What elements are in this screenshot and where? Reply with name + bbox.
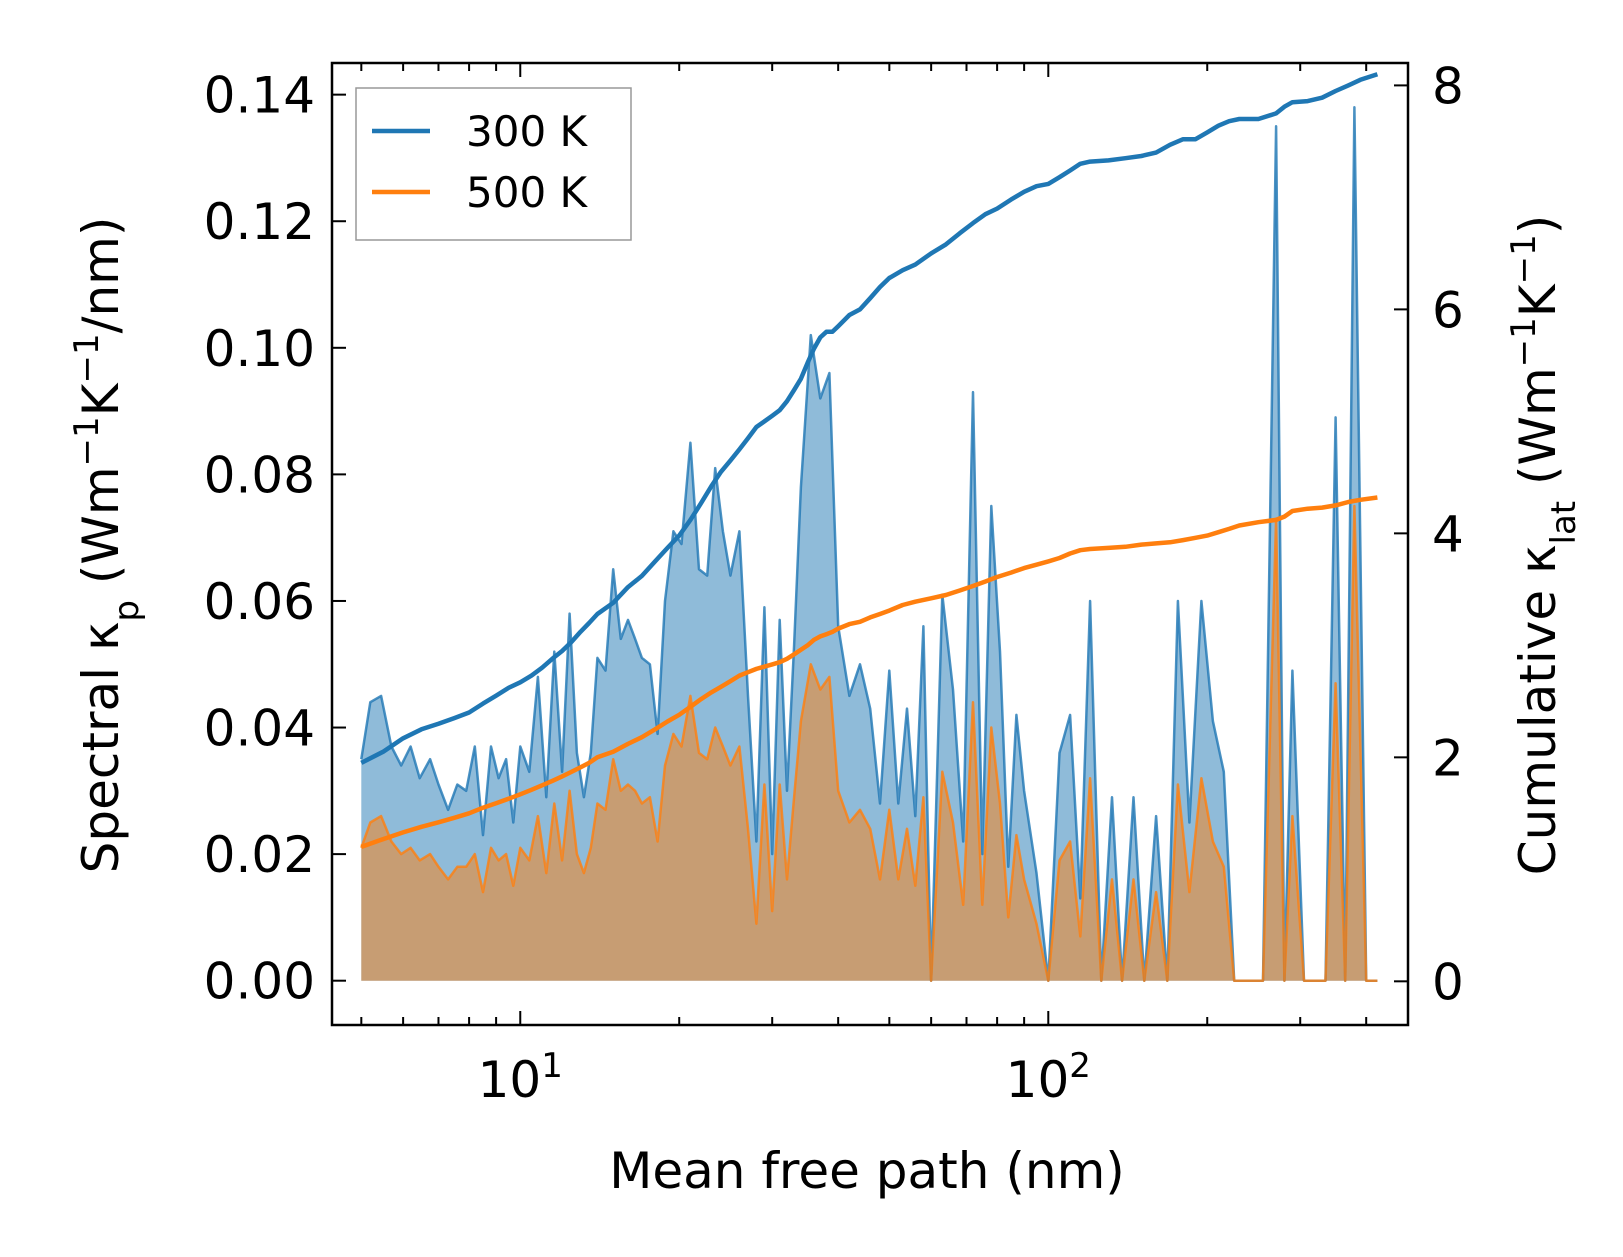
plot-frame <box>330 61 1410 1027</box>
y-left-tick-label: 0.10 <box>204 320 315 378</box>
legend-label-500k: 500 K <box>466 168 589 217</box>
legend-box <box>355 87 632 241</box>
spectral-line-group <box>360 106 1378 982</box>
y-axis-right-label: Cumulative κlat (Wm−1K−1) <box>1504 215 1584 875</box>
y-axis-left-label: Spectral κp (Wm−1K−1/nm) <box>67 217 147 874</box>
y-left-tick-label: 0.00 <box>204 953 315 1011</box>
legend-label-300k: 300 K <box>466 107 589 156</box>
y-left-tick-label: 0.08 <box>204 446 315 504</box>
y-right-tick-label: 0 <box>1432 953 1464 1011</box>
x-tick-label: 102 <box>1006 1046 1091 1109</box>
y-axis-left: 0.00 0.02 0.04 0.06 0.08 0.10 0.12 0.14 <box>204 67 346 1011</box>
y-left-tick-label: 0.14 <box>204 67 315 125</box>
y-left-tick-label: 0.06 <box>204 573 315 631</box>
spectral-line-500k <box>360 504 1378 982</box>
x-axis: 101 102 <box>360 63 1368 1109</box>
cumulative-line-300k <box>360 72 1379 765</box>
spectral-fill-300k <box>361 107 1378 981</box>
y-right-tick-label: 4 <box>1432 505 1464 563</box>
y-right-tick-label: 2 <box>1432 729 1464 787</box>
x-tick-label: 101 <box>478 1046 563 1109</box>
spectral-fill-500k <box>361 506 1378 981</box>
y-right-tick-label: 8 <box>1432 57 1464 115</box>
y-left-tick-label: 0.12 <box>204 193 315 251</box>
x-axis-label: Mean free path (nm) <box>609 1142 1125 1200</box>
spectral-line-300k <box>360 106 1378 982</box>
y-axis-right: 0 2 4 6 8 <box>1394 57 1464 1011</box>
y-left-tick-label: 0.04 <box>204 700 315 758</box>
cumulative-line-group <box>360 72 1379 850</box>
spectral-fill-group <box>361 107 1378 981</box>
y-right-tick-label: 6 <box>1432 281 1464 339</box>
y-left-tick-label: 0.02 <box>204 826 315 884</box>
cumulative-line-500k <box>360 495 1378 850</box>
legend: 300 K 500 K <box>355 87 632 241</box>
